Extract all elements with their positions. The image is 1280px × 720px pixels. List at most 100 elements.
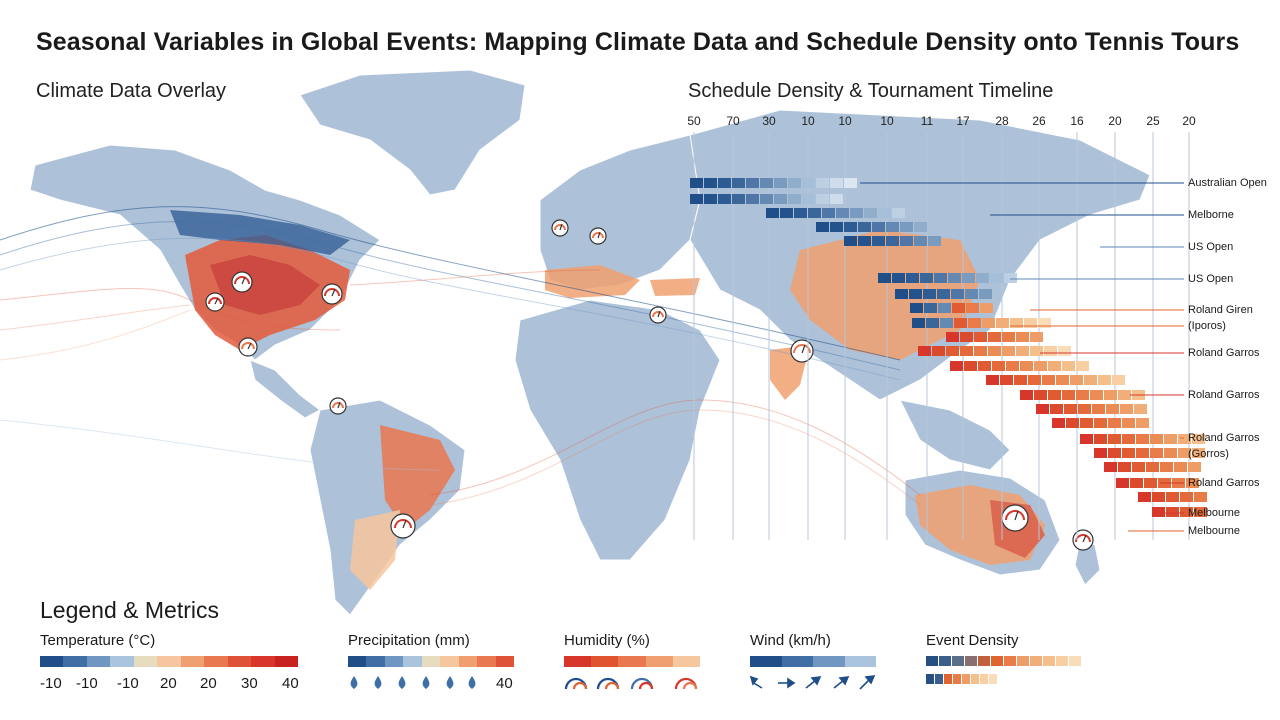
- schedule-density-bar: [892, 273, 905, 283]
- schedule-density-bar: [966, 303, 979, 313]
- schedule-density-bar: [895, 289, 908, 299]
- schedule-density-bar: [780, 208, 793, 218]
- axis-value: 26: [1032, 114, 1046, 128]
- event-density-swatch: [1069, 656, 1081, 666]
- wind-swatch: [750, 656, 782, 667]
- arrow-icon: [749, 675, 763, 689]
- schedule-density-bar: [1120, 404, 1133, 414]
- schedule-density-bar: [1042, 375, 1055, 385]
- schedule-density-bar: [1108, 434, 1121, 444]
- schedule-density-bar: [900, 236, 913, 246]
- schedule-density-bar: [960, 332, 973, 342]
- axis-value: 11: [920, 114, 934, 128]
- schedule-density-bar: [830, 178, 843, 188]
- tournament-label: Melbourne: [1188, 525, 1240, 537]
- arrow-icon: [859, 675, 876, 690]
- humidity-label: Humidity (%): [564, 632, 650, 649]
- precipitation-swatch: [403, 656, 422, 667]
- humidity-swatch: [564, 656, 592, 667]
- precipitation-tick: 40: [496, 675, 513, 692]
- schedule-density-bar: [1024, 318, 1037, 328]
- event-density-swatch: [991, 656, 1003, 666]
- schedule-density-bar: [1146, 462, 1159, 472]
- gauge-icon: [238, 337, 258, 357]
- schedule-density-bar: [1002, 346, 1015, 356]
- precipitation-ramp: [348, 656, 514, 667]
- schedule-density-bar: [986, 375, 999, 385]
- schedule-density-bar: [1098, 375, 1111, 385]
- event-density-swatch: [944, 674, 952, 684]
- schedule-density-bar: [1062, 361, 1075, 371]
- schedule-density-bar: [732, 178, 745, 188]
- schedule-density-bar: [1094, 418, 1107, 428]
- temperature-tick: 20: [160, 675, 177, 692]
- schedule-density-bar: [976, 273, 989, 283]
- tournament-label: Roland Garros: [1188, 389, 1260, 401]
- legend-title: Legend & Metrics: [40, 597, 219, 623]
- schedule-density-bar: [914, 222, 927, 232]
- schedule-density-bar: [1186, 478, 1199, 488]
- schedule-bars: [690, 178, 1207, 532]
- central-america: [249, 359, 321, 419]
- schedule-density-bar: [1034, 390, 1047, 400]
- schedule-density-bar: [802, 194, 815, 204]
- temperature-tick: 20: [200, 675, 217, 692]
- temperature-tick: 30: [241, 675, 258, 692]
- greenland: [299, 69, 526, 196]
- schedule-density-bar: [950, 361, 963, 371]
- schedule-density-bar: [1048, 390, 1061, 400]
- schedule-density-bar: [864, 208, 877, 218]
- schedule-density-bar: [766, 208, 779, 218]
- schedule-density-bar: [1178, 434, 1191, 444]
- schedule-density-bar: [1020, 361, 1033, 371]
- schedule-density-bar: [816, 178, 829, 188]
- precipitation-swatch: [366, 656, 385, 667]
- temperature-ramp: [40, 656, 298, 667]
- schedule-density-bar: [1030, 332, 1043, 342]
- event-density-swatches: [926, 656, 1081, 684]
- schedule-density-bar: [1044, 346, 1057, 356]
- schedule-density-bar: [878, 273, 891, 283]
- europe: [539, 134, 721, 291]
- south-america-heat: [380, 425, 455, 530]
- schedule-density-bar: [794, 208, 807, 218]
- droplet-icon: [398, 676, 406, 689]
- wind-swatch: [844, 656, 876, 667]
- schedule-density-bar: [1090, 390, 1103, 400]
- schedule-density-bar: [1010, 318, 1023, 328]
- schedule-density-bar: [774, 178, 787, 188]
- schedule-density-bar: [914, 236, 927, 246]
- schedule-density-bar: [900, 222, 913, 232]
- arrow-icon: [778, 677, 796, 689]
- schedule-density-bar: [1118, 390, 1131, 400]
- schedule-density-bar: [1122, 434, 1135, 444]
- event-density-swatch: [1056, 656, 1068, 666]
- schedule-density-bar: [940, 318, 953, 328]
- event-density-swatch: [971, 674, 979, 684]
- southeast-asia: [899, 399, 1011, 471]
- humidity-ramp: [564, 656, 701, 667]
- event-density-swatch: [1030, 656, 1042, 666]
- schedule-density-bar: [1108, 418, 1121, 428]
- droplet-icon: [422, 676, 430, 689]
- schedule-density-bar: [844, 236, 857, 246]
- axis-value: 28: [995, 114, 1009, 128]
- gauge-icon: [596, 677, 620, 690]
- tournament-label: (Iporos): [1188, 320, 1226, 332]
- schedule-density-bar: [1180, 492, 1193, 502]
- schedule-density-bar: [1152, 492, 1165, 502]
- schedule-density-bar: [816, 222, 829, 232]
- schedule-density-bar: [1160, 462, 1173, 472]
- schedule-density-bar: [926, 318, 939, 328]
- schedule-density-bar: [964, 361, 977, 371]
- precipitation-swatch: [477, 656, 496, 667]
- page-title: Seasonal Variables in Global Events: Map…: [36, 28, 1240, 56]
- schedule-density-bar: [990, 273, 1003, 283]
- schedule-density-bar: [1164, 448, 1177, 458]
- schedule-density-bar: [1166, 507, 1179, 517]
- schedule-density-bar: [788, 194, 801, 204]
- temperature-tick: -10: [76, 675, 98, 692]
- temperature-swatch: [251, 656, 275, 667]
- schedule-density-bar: [1034, 361, 1047, 371]
- droplet-icon: [468, 676, 476, 689]
